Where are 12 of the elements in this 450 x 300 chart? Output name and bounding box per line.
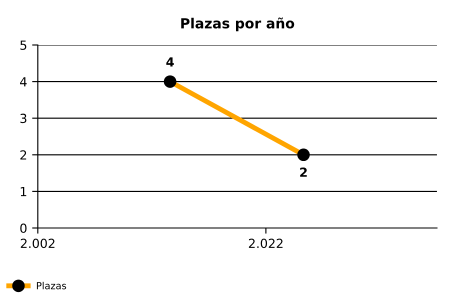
y-tick-label: 4 xyxy=(20,77,27,86)
y-tick-label: 2 xyxy=(20,150,26,160)
x-tick-label: 2.022 xyxy=(248,238,283,248)
y-tick-label: 1 xyxy=(20,187,26,196)
chart-title: Plazas por año xyxy=(181,18,294,32)
y-tick-label: 0 xyxy=(20,223,27,233)
data-label: 4 xyxy=(166,57,174,66)
x-tick-label: 2.002 xyxy=(20,238,54,248)
legend-label: Plazas xyxy=(36,282,66,290)
y-tick-label: 5 xyxy=(20,40,26,50)
y-tick-label: 3 xyxy=(20,114,26,124)
data-label: 2 xyxy=(300,168,307,177)
